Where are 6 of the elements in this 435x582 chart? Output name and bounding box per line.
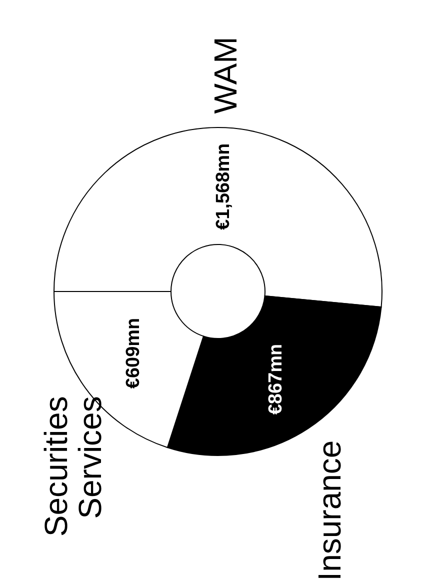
slice-label: WAM	[206, 36, 243, 114]
data-label: €609mn	[122, 317, 144, 388]
slice-label: Insurance	[311, 440, 348, 580]
data-label: €1,568mn	[212, 142, 234, 230]
slice-label: Securities Services	[38, 396, 108, 536]
data-label: €867mn	[265, 343, 286, 414]
